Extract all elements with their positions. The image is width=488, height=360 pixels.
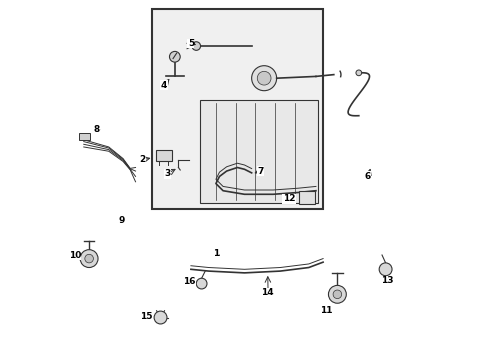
FancyBboxPatch shape xyxy=(80,133,90,140)
Circle shape xyxy=(154,311,166,324)
Circle shape xyxy=(251,66,276,91)
Circle shape xyxy=(328,285,346,303)
Text: 4: 4 xyxy=(161,81,167,90)
Circle shape xyxy=(257,71,270,85)
Text: 9: 9 xyxy=(118,216,124,225)
FancyBboxPatch shape xyxy=(200,100,317,203)
Text: 11: 11 xyxy=(320,306,332,315)
Text: 16: 16 xyxy=(183,277,195,286)
Circle shape xyxy=(196,278,206,289)
Text: 7: 7 xyxy=(257,167,263,176)
Text: 10: 10 xyxy=(68,251,81,260)
FancyBboxPatch shape xyxy=(298,192,315,204)
FancyBboxPatch shape xyxy=(151,9,323,208)
Text: 1: 1 xyxy=(212,249,219,258)
Circle shape xyxy=(192,42,200,50)
Circle shape xyxy=(80,249,98,267)
Circle shape xyxy=(169,51,180,62)
Text: 3: 3 xyxy=(164,169,170,178)
Text: 15: 15 xyxy=(140,312,152,321)
Circle shape xyxy=(332,290,341,298)
Text: 13: 13 xyxy=(380,276,393,285)
Text: 2: 2 xyxy=(139,156,145,165)
Text: 14: 14 xyxy=(261,288,273,297)
Circle shape xyxy=(355,70,361,76)
FancyBboxPatch shape xyxy=(156,150,172,161)
Circle shape xyxy=(84,254,93,263)
Text: 6: 6 xyxy=(364,172,370,181)
Text: 12: 12 xyxy=(283,194,295,203)
Text: 5: 5 xyxy=(187,39,194,48)
Text: 8: 8 xyxy=(93,126,99,135)
Circle shape xyxy=(378,263,391,276)
